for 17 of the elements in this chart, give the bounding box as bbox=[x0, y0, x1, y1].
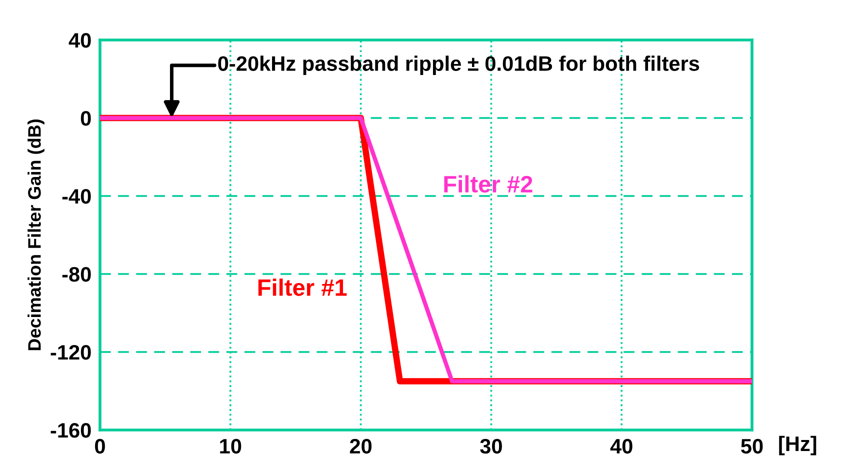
y-tick-label: 40 bbox=[68, 33, 91, 48]
y-tick-label: -160 bbox=[50, 423, 91, 438]
x-tick-label: 30 bbox=[480, 438, 502, 454]
y-tick-label: -40 bbox=[62, 189, 91, 204]
annotation: 0-20kHz passband ripple ± 0.01dB for both filters bbox=[218, 56, 700, 76]
y-tick-label: -120 bbox=[50, 345, 91, 360]
y-tick-label: 0 bbox=[80, 111, 91, 126]
x-tick-label: 50 bbox=[741, 438, 763, 454]
text: Filter #2 bbox=[444, 175, 532, 193]
series-label: Filter #1 bbox=[258, 278, 347, 296]
y-axis-title: Decimation Filter Gain (dB) bbox=[28, 120, 44, 350]
x-tick-label: 20 bbox=[350, 438, 372, 454]
x-tick-label: 40 bbox=[610, 438, 632, 454]
x-tick-label: 10 bbox=[220, 438, 242, 454]
y-tick-label: -80 bbox=[62, 267, 91, 282]
x-axis-title: [Hz] bbox=[779, 436, 816, 456]
x-tick-label: 0 bbox=[95, 438, 105, 454]
